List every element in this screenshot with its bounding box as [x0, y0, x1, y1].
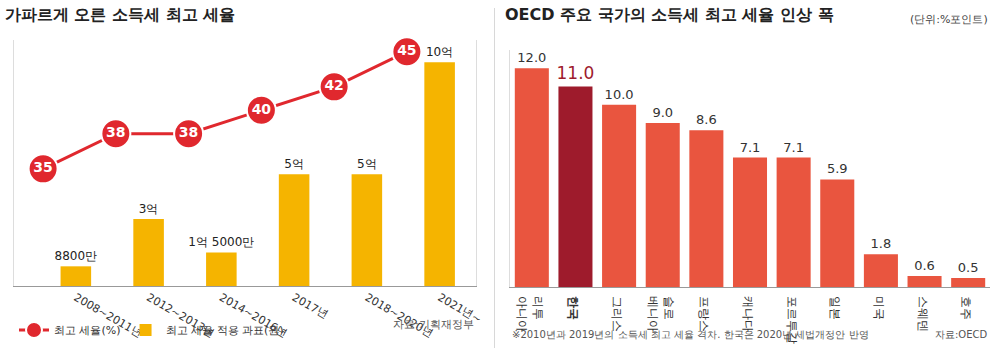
svg-text:10.0: 10.0	[605, 87, 634, 102]
svg-text:미국: 미국	[872, 296, 886, 320]
svg-text:38: 38	[179, 124, 198, 140]
svg-text:40: 40	[252, 101, 272, 117]
svg-text:한국: 한국	[566, 296, 580, 320]
svg-text:8.6: 8.6	[696, 112, 717, 127]
svg-text:1.8: 1.8	[871, 236, 892, 251]
svg-text:최고 세율(%): 최고 세율(%)	[54, 324, 121, 337]
svg-text:3억: 3억	[139, 202, 159, 216]
svg-text:OECD 주요 국가의 소득세 최고 세율 인상 폭: OECD 주요 국가의 소득세 최고 세율 인상 폭	[505, 5, 834, 24]
svg-text:2012~2013년: 2012~2013년	[144, 290, 217, 341]
svg-text:자료:OECD: 자료:OECD	[935, 329, 988, 340]
svg-text:※2010년과 2019년의 소득세 최고 세율 격차. 한: ※2010년과 2019년의 소득세 최고 세율 격차. 한국은 2020년 세…	[512, 329, 869, 340]
svg-text:38: 38	[106, 124, 125, 140]
svg-text:12.0: 12.0	[517, 50, 546, 65]
svg-text:8800만: 8800만	[55, 249, 98, 263]
svg-text:2018~2020년: 2018~2020년	[363, 291, 436, 340]
svg-text:5억: 5억	[357, 157, 377, 171]
svg-text:슬로베니아: 슬로베니아	[646, 296, 676, 332]
svg-text:42: 42	[324, 77, 343, 93]
svg-text:2008~2011년: 2008~2011년	[71, 290, 145, 341]
svg-text:35: 35	[33, 159, 52, 175]
svg-text:5억: 5억	[284, 157, 304, 171]
svg-text:자료:기획재정부: 자료:기획재정부	[393, 318, 474, 331]
svg-text:7.1: 7.1	[783, 140, 804, 155]
svg-text:7.1: 7.1	[740, 140, 761, 155]
svg-text:(단위:%포인트): (단위:%포인트)	[910, 13, 988, 26]
svg-text:5.9: 5.9	[827, 161, 848, 176]
svg-text:2021년~: 2021년~	[435, 291, 483, 326]
svg-text:1억 5000만: 1억 5000만	[188, 235, 254, 249]
svg-text:0.5: 0.5	[958, 260, 979, 275]
svg-text:포르투갈: 포르투갈	[785, 296, 799, 344]
svg-text:일본: 일본	[828, 296, 842, 320]
svg-text:0.6: 0.6	[914, 258, 935, 273]
svg-text:호주: 호주	[959, 296, 973, 320]
svg-text:최고 세율 적용 과표(원): 최고 세율 적용 과표(원)	[166, 324, 284, 337]
svg-text:리투아니아: 리투아니아	[515, 296, 545, 332]
svg-text:2017년: 2017년	[290, 291, 330, 322]
svg-text:10억: 10억	[426, 45, 453, 59]
svg-text:2014~2016년: 2014~2016년	[217, 290, 290, 341]
svg-text:11.0: 11.0	[557, 63, 595, 83]
svg-text:캐나다: 캐나다	[741, 296, 755, 332]
svg-text:45: 45	[397, 42, 416, 58]
svg-text:9.0: 9.0	[652, 105, 673, 120]
svg-text:프랑스: 프랑스	[697, 296, 711, 332]
svg-text:그리스: 그리스	[610, 296, 624, 332]
svg-text:가파르게 오른 소득세 최고 세율: 가파르게 오른 소득세 최고 세율	[5, 5, 235, 24]
svg-text:스웨덴: 스웨덴	[916, 296, 930, 332]
